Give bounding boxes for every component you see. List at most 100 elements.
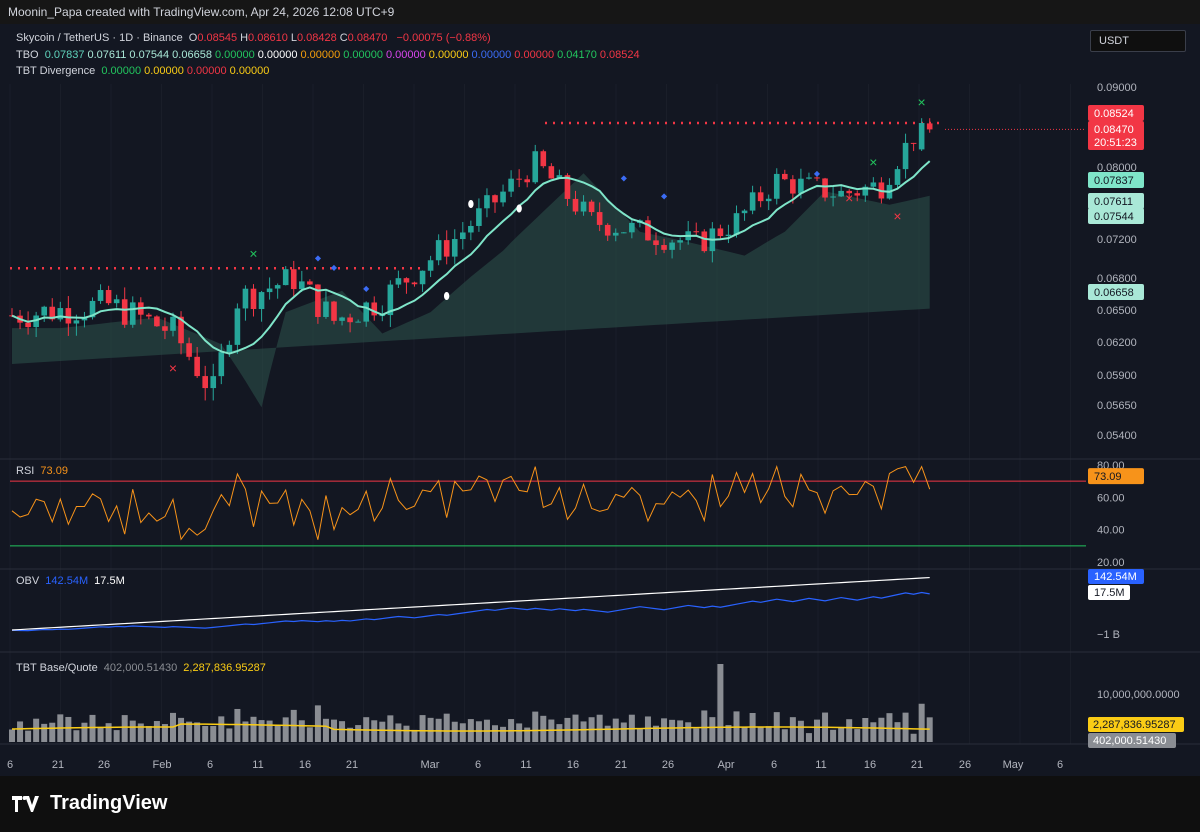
volume-bar <box>218 716 225 742</box>
volume-bar <box>492 725 498 742</box>
candle-body <box>146 314 152 317</box>
volume-bar <box>161 724 168 742</box>
x-tick-label: 16 <box>864 759 876 771</box>
volume-bar <box>9 729 15 742</box>
candle <box>733 205 740 238</box>
volume-bar <box>644 716 651 742</box>
candle <box>822 177 828 202</box>
candle-body <box>460 232 466 240</box>
candle-body <box>540 151 547 167</box>
candle <box>685 221 691 245</box>
candle-body <box>266 288 273 293</box>
candle-body <box>97 290 104 301</box>
candle-body <box>717 228 724 237</box>
candle-body <box>798 178 804 194</box>
ohlc-value-l: 0.08428 <box>296 32 337 44</box>
x-tick-label: 6 <box>7 759 13 771</box>
countdown-badge-bg <box>1088 134 1144 150</box>
candle <box>162 317 168 340</box>
signal-dot: ⬮ <box>468 200 474 211</box>
candle <box>339 316 345 326</box>
candle-body <box>653 240 659 246</box>
candle <box>186 337 192 361</box>
tbo-cloud <box>12 173 930 408</box>
obv-ma-value: 17.5M <box>94 575 125 587</box>
volume-bar <box>685 722 692 742</box>
candle <box>669 239 675 259</box>
tbo-value: 0.00000 <box>471 49 512 61</box>
obv-value: 142.54M <box>45 575 89 587</box>
candle-body <box>621 232 627 234</box>
divergence-value: 0.00000 <box>101 65 142 77</box>
candle <box>290 260 297 298</box>
ohlc-label-c: C <box>339 32 348 44</box>
volume-bar <box>314 705 321 742</box>
volume-bar <box>49 722 56 742</box>
volume-bar <box>427 717 434 742</box>
price-badge-high: 0.08524 <box>1094 108 1134 120</box>
candle-body <box>733 213 740 235</box>
candle <box>242 285 249 321</box>
volume-bar <box>532 711 539 742</box>
tradingview-logo[interactable]: TradingView <box>12 792 167 815</box>
candle-body <box>476 208 482 226</box>
tradingview-logo-text: TradingView <box>50 792 168 814</box>
candle-body <box>741 210 748 214</box>
candle <box>403 277 410 294</box>
candle-body <box>218 352 225 377</box>
candle-body <box>403 278 410 283</box>
chart-frame[interactable]: × × × × × × ◆ ◆ ◆ ◆ ◆ ◆ ⬮ ⬮ ⬮ 0.09000 0.08000 0.07200 0.06… <box>0 24 1200 776</box>
price-badge-last: 0.08470 <box>1094 124 1134 136</box>
candle-body <box>121 299 128 325</box>
candle-body <box>170 316 176 331</box>
signal-cross: × <box>249 246 257 262</box>
candle <box>210 363 217 401</box>
candle <box>266 277 273 300</box>
tradingview-logo-icon <box>12 795 39 812</box>
x-tick-label: 16 <box>567 759 579 771</box>
currency-selector[interactable]: USDT <box>1090 30 1186 52</box>
price-change: −0.00075 (−0.88%) <box>396 32 491 44</box>
rsi-tick-label: 60.00 <box>1097 492 1125 504</box>
chart-canvas[interactable]: × × × × × × ◆ ◆ ◆ ◆ ◆ ◆ ⬮ ⬮ ⬮ 0.09000 0.08000 0.07200 0.06… <box>0 24 1200 776</box>
candle <box>468 220 474 241</box>
candle <box>371 296 378 321</box>
candle-body <box>926 123 933 130</box>
candle-body <box>894 169 901 185</box>
divergence-legend: TBT Divergence 0.00000 0.00000 0.00000 0.00… <box>16 65 275 77</box>
tbo-fast-line <box>11 160 931 355</box>
candle <box>299 270 305 292</box>
x-tick-label: 6 <box>1057 759 1063 771</box>
volume-bar <box>371 720 378 742</box>
candle-body <box>323 301 329 317</box>
candle <box>451 229 458 265</box>
volume-bar <box>725 725 732 742</box>
candle <box>484 188 490 218</box>
volume-bar <box>653 725 659 742</box>
volume-bar <box>25 730 32 742</box>
volume-ma-line <box>11 723 930 732</box>
volume-bar <box>145 726 152 742</box>
footer: TradingView <box>0 776 1200 832</box>
candle <box>604 223 611 241</box>
candle <box>250 284 257 317</box>
candle <box>910 142 917 152</box>
volume-bar <box>443 713 450 742</box>
candle <box>363 301 369 327</box>
signal-diamond: ◆ <box>621 174 628 183</box>
candle-body <box>387 284 394 316</box>
volume-badge-bg <box>1088 733 1176 748</box>
candle <box>129 296 136 328</box>
candle <box>572 190 579 215</box>
divergence-label: TBT Divergence <box>16 65 96 77</box>
volume-bar <box>636 729 643 742</box>
candle-body <box>765 198 772 202</box>
candle-body <box>395 278 402 285</box>
volume-bar <box>612 718 619 742</box>
volume-bar <box>274 725 281 742</box>
candle-body <box>596 212 603 225</box>
volume-bar <box>234 708 241 742</box>
volume-bar <box>121 715 128 742</box>
candle-body <box>524 179 530 183</box>
candle-body <box>806 177 812 179</box>
